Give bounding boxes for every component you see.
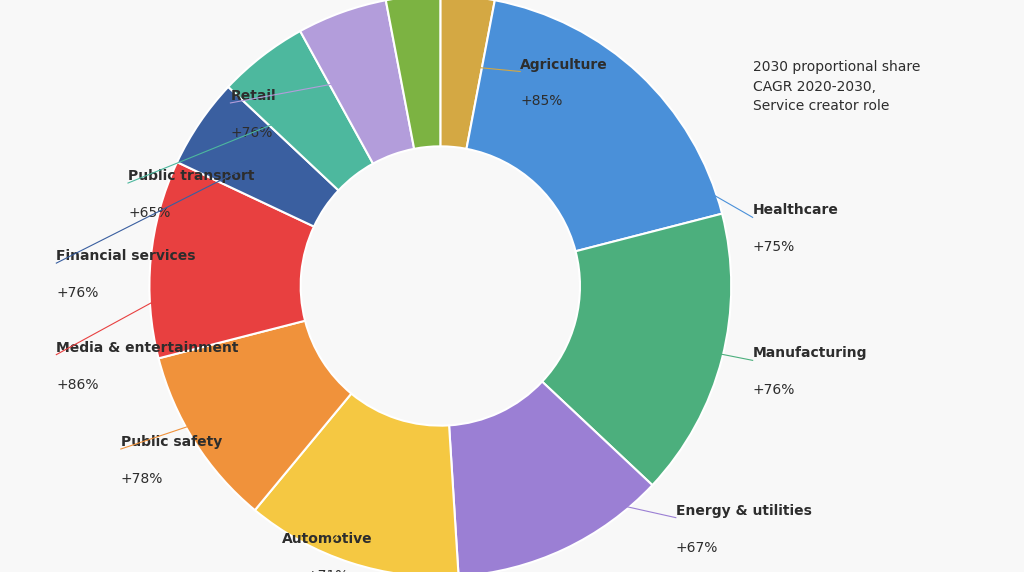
- Text: +67%: +67%: [676, 541, 718, 554]
- Text: Public safety: Public safety: [121, 435, 222, 449]
- Text: +86%: +86%: [56, 378, 99, 391]
- Text: Agriculture: Agriculture: [520, 58, 608, 72]
- Wedge shape: [150, 162, 314, 358]
- Wedge shape: [177, 87, 339, 227]
- Wedge shape: [159, 321, 351, 510]
- Text: +65%: +65%: [128, 206, 170, 220]
- Text: +76%: +76%: [56, 286, 98, 300]
- Wedge shape: [300, 0, 414, 164]
- Text: +71%: +71%: [306, 569, 349, 572]
- Wedge shape: [386, 0, 440, 149]
- Text: Media & entertainment: Media & entertainment: [56, 341, 239, 355]
- Wedge shape: [255, 394, 459, 572]
- Text: +78%: +78%: [121, 472, 163, 486]
- Text: Retail: Retail: [230, 89, 276, 103]
- Text: +76%: +76%: [753, 383, 795, 397]
- Text: Healthcare: Healthcare: [753, 204, 839, 217]
- Text: Energy & utilities: Energy & utilities: [676, 504, 812, 518]
- Wedge shape: [467, 0, 722, 251]
- Wedge shape: [450, 382, 652, 572]
- Wedge shape: [228, 31, 373, 190]
- Text: 2030 proportional share
CAGR 2020-2030,
Service creator role: 2030 proportional share CAGR 2020-2030, …: [753, 60, 920, 113]
- Text: +76%: +76%: [230, 126, 272, 140]
- Text: +85%: +85%: [520, 94, 562, 108]
- Text: Automotive: Automotive: [283, 533, 373, 546]
- Text: Manufacturing: Manufacturing: [753, 347, 867, 360]
- Text: Financial services: Financial services: [56, 249, 196, 263]
- Text: Public transport: Public transport: [128, 169, 255, 183]
- Wedge shape: [440, 0, 495, 149]
- Text: +75%: +75%: [753, 240, 795, 254]
- Wedge shape: [542, 214, 731, 485]
